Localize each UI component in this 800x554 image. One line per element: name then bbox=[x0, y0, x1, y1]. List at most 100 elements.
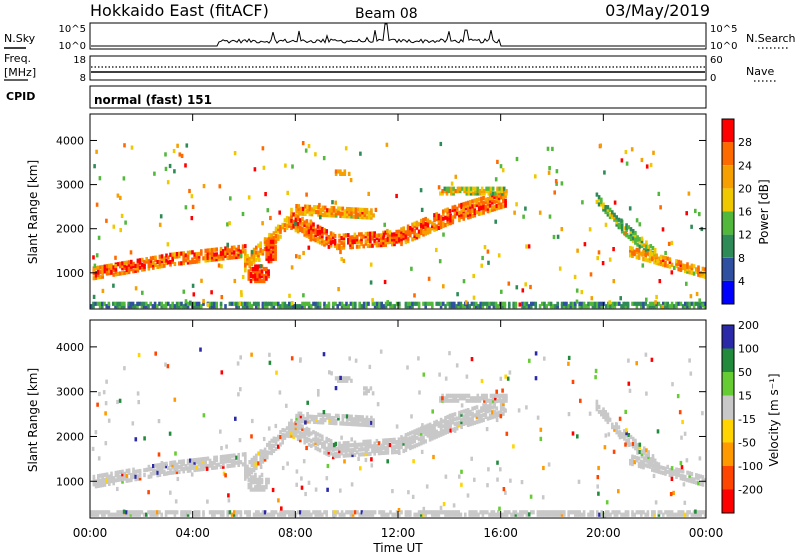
range-cell bbox=[217, 510, 221, 515]
range-cell bbox=[197, 510, 201, 515]
range-cell bbox=[94, 301, 97, 306]
range-cell bbox=[341, 171, 344, 176]
range-cell bbox=[699, 474, 702, 479]
range-cell bbox=[653, 465, 657, 470]
range-cell bbox=[446, 422, 449, 427]
range-cell bbox=[326, 415, 329, 420]
range-cell bbox=[648, 256, 652, 261]
range-cell bbox=[448, 208, 452, 214]
range-cell bbox=[644, 301, 647, 306]
range-cell bbox=[283, 433, 287, 438]
range-cell bbox=[305, 431, 309, 436]
range-cell bbox=[274, 256, 277, 261]
range-cell bbox=[491, 200, 494, 205]
range-cell bbox=[611, 301, 614, 306]
range-cell bbox=[439, 425, 443, 430]
range-cell bbox=[326, 413, 329, 418]
range-cell bbox=[230, 463, 234, 468]
range-cell bbox=[258, 477, 262, 482]
range-cell bbox=[141, 257, 144, 262]
range-cell bbox=[462, 216, 466, 221]
range-cell bbox=[547, 462, 551, 467]
range-cell bbox=[252, 465, 256, 470]
range-cell bbox=[136, 512, 139, 517]
range-cell bbox=[597, 195, 601, 200]
range-cell bbox=[699, 301, 702, 306]
range-cell bbox=[514, 510, 518, 515]
range-cell bbox=[147, 510, 150, 515]
range-cell bbox=[348, 414, 351, 419]
range-cell bbox=[420, 426, 423, 431]
range-cell bbox=[233, 250, 236, 255]
range-cell bbox=[283, 512, 287, 517]
range-cell bbox=[299, 209, 303, 214]
range-cell bbox=[413, 221, 416, 226]
range-cell bbox=[296, 214, 300, 219]
range-cell bbox=[491, 207, 494, 212]
range-cell bbox=[680, 435, 683, 440]
range-cell bbox=[171, 463, 174, 468]
range-cell bbox=[218, 184, 222, 189]
range-cell bbox=[303, 437, 306, 443]
range-cell bbox=[677, 301, 680, 306]
range-cell bbox=[189, 260, 192, 265]
range-cell bbox=[370, 213, 373, 218]
range-cell bbox=[505, 398, 508, 403]
range-cell bbox=[613, 215, 616, 220]
range-cell bbox=[341, 376, 344, 381]
range-cell bbox=[250, 462, 254, 467]
range-cell bbox=[679, 260, 683, 265]
range-cell bbox=[645, 448, 648, 453]
range-cell bbox=[636, 443, 639, 448]
range-cell bbox=[685, 211, 688, 216]
range-cell bbox=[180, 510, 183, 515]
colorbar-tick-label: 50 bbox=[738, 366, 752, 379]
range-cell bbox=[492, 301, 496, 306]
range-cell bbox=[303, 430, 306, 435]
range-cell bbox=[450, 512, 454, 517]
range-cell bbox=[263, 246, 267, 252]
range-cell bbox=[465, 398, 469, 403]
range-cell bbox=[496, 460, 499, 465]
range-cell bbox=[296, 427, 300, 432]
range-cell bbox=[219, 251, 223, 256]
range-cell bbox=[301, 209, 305, 214]
range-cell bbox=[127, 301, 130, 306]
range-cell bbox=[197, 457, 201, 462]
range-cell bbox=[256, 487, 259, 492]
range-cell bbox=[105, 472, 109, 477]
range-cell bbox=[327, 244, 331, 249]
range-cell bbox=[104, 401, 108, 406]
range-cell bbox=[456, 189, 460, 194]
range-cell bbox=[127, 468, 131, 473]
range-cell bbox=[266, 237, 269, 242]
range-cell bbox=[398, 445, 401, 451]
colorbar-tick-label: -200 bbox=[738, 484, 763, 497]
range-cell bbox=[307, 232, 311, 237]
range-cell bbox=[249, 279, 253, 284]
range-cell bbox=[491, 396, 495, 401]
range-cell bbox=[519, 510, 522, 515]
range-cell bbox=[224, 253, 227, 258]
range-cell bbox=[646, 258, 650, 263]
range-cell bbox=[404, 435, 408, 440]
range-cell bbox=[521, 510, 524, 515]
range-cell bbox=[444, 512, 447, 517]
range-cell bbox=[384, 448, 387, 453]
range-cell bbox=[142, 304, 146, 309]
range-cell bbox=[101, 301, 104, 306]
range-cell bbox=[192, 292, 196, 297]
range-cell bbox=[244, 452, 247, 457]
range-cell bbox=[631, 462, 634, 467]
range-cell bbox=[244, 464, 247, 469]
range-cell bbox=[640, 462, 643, 467]
range-cell bbox=[208, 463, 212, 468]
range-cell bbox=[380, 448, 383, 453]
range-cell bbox=[606, 212, 610, 217]
range-cell bbox=[119, 195, 122, 200]
range-cell bbox=[502, 192, 505, 197]
range-cell bbox=[371, 301, 375, 306]
range-cell bbox=[98, 304, 102, 309]
range-cell bbox=[697, 481, 700, 486]
range-cell bbox=[703, 274, 707, 279]
